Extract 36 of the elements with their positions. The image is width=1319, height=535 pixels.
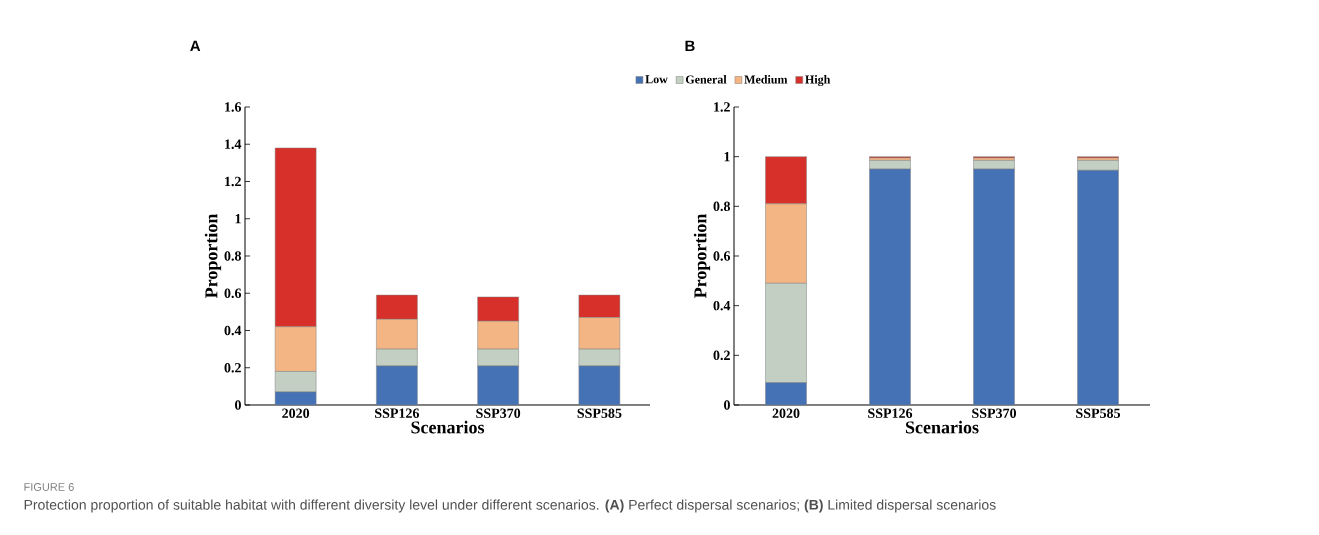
caption: FIGURE 6: [24, 483, 74, 491]
legend-label: Medium: [744, 75, 788, 84]
y-tick-label: 0.6: [713, 251, 731, 261]
text: Protection proportion of suitable habitat with different diversity level under different scenarios. (A) Perfect dispersal scenarios; (B) Limited dispersal scenarios: [24, 499, 996, 513]
x-tick-label: 2020: [282, 408, 310, 418]
x-axis-title: Scenarios: [905, 420, 979, 434]
x-tick-label: SSP370: [972, 408, 1017, 418]
y-tick-label: 0.8: [713, 201, 731, 212]
x-axis-title: Scenarios: [411, 420, 485, 434]
y-tick-label: 0: [235, 400, 241, 410]
legend-label: High: [805, 75, 831, 87]
y-tick-label: 0.4: [224, 325, 242, 336]
y-axis-title: Proportion: [204, 213, 222, 299]
x-tick-label: SSP126: [868, 408, 913, 418]
legend-label: Low: [645, 75, 668, 84]
y-tick-label: 0.6: [224, 288, 242, 298]
y-tick-label: 1: [235, 214, 241, 224]
y-tick-label: 1: [724, 152, 730, 162]
y-tick-label: 0: [724, 400, 730, 410]
chart-title: A: [190, 40, 201, 52]
y-tick-label: 0.2: [713, 350, 730, 361]
y-tick-label: 0.8: [224, 251, 242, 261]
y-tick-label: 0.2: [224, 362, 241, 373]
chart-title: B: [685, 40, 695, 52]
y-tick-label: 0.4: [713, 300, 731, 311]
y-tick-label: 1.2: [225, 176, 241, 187]
y-tick-label: 1.2: [714, 102, 730, 112]
y-axis-title: Proportion: [693, 213, 711, 299]
x-tick-label: 2020: [772, 408, 800, 418]
y-tick-label: 1.4: [225, 139, 242, 149]
x-tick-label: SSP585: [577, 408, 622, 418]
x-tick-label: SSP370: [476, 408, 521, 418]
x-tick-label: SSP126: [375, 408, 420, 418]
legend-label: General: [685, 75, 727, 84]
y-tick-label: 1.6: [225, 102, 242, 112]
x-tick-label: SSP585: [1076, 408, 1121, 418]
